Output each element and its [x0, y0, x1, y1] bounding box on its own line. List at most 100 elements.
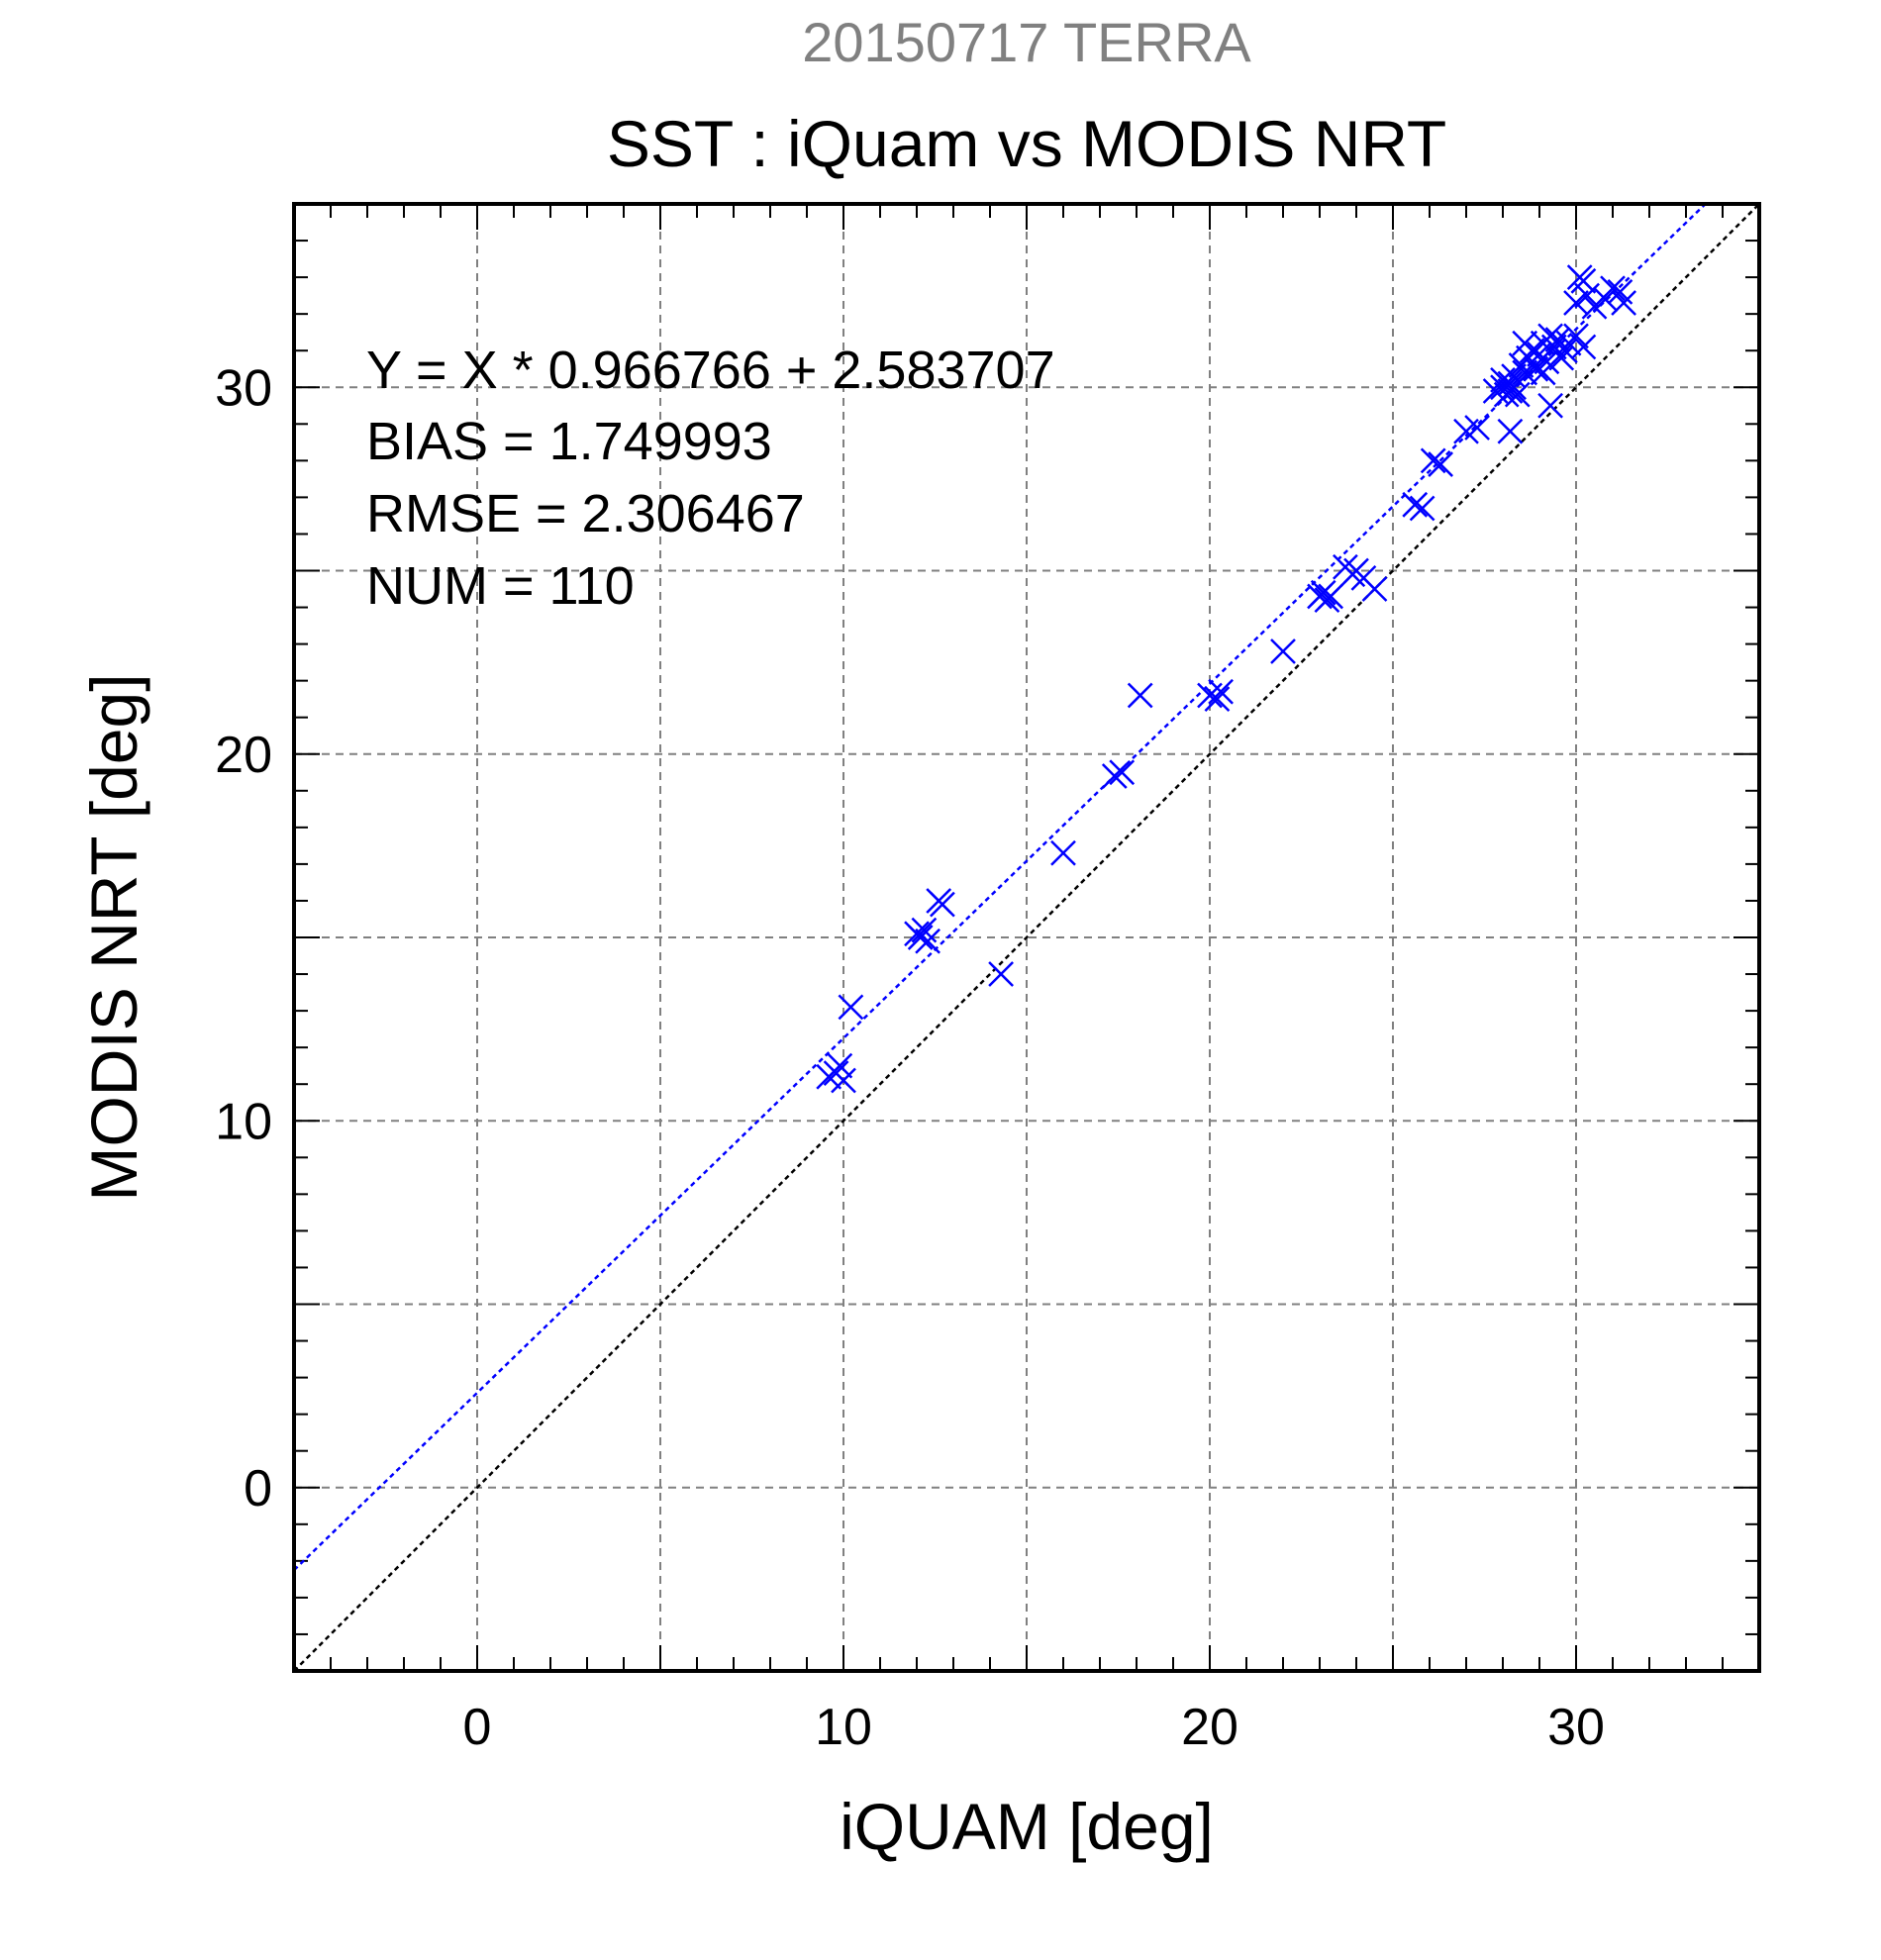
data-point: [831, 1067, 856, 1094]
data-point-stroke: [827, 1052, 853, 1079]
data-point-stroke: [1523, 355, 1549, 382]
data-point-stroke: [1464, 415, 1490, 441]
data-point: [1204, 686, 1231, 713]
stats-num: NUM = 110: [366, 556, 635, 616]
data-point: [1109, 759, 1136, 786]
data-point: [1570, 334, 1597, 360]
data-point-stroke: [1607, 279, 1634, 305]
grid: [294, 204, 1759, 1671]
data-point-stroke: [1552, 338, 1578, 364]
data-point-stroke: [1570, 267, 1597, 294]
stats-rmse: RMSE = 2.306467: [366, 484, 805, 543]
data-point: [1050, 839, 1076, 866]
data-point: [915, 928, 940, 954]
data-point: [1537, 392, 1563, 419]
data-point-stroke: [1127, 682, 1153, 709]
data-point-stroke: [1548, 344, 1575, 371]
data-point-stroke: [1428, 451, 1453, 477]
data-point: [1611, 290, 1636, 316]
data-point: [1318, 583, 1343, 610]
data-point: [1310, 579, 1336, 606]
data-point-stroke: [1050, 839, 1076, 866]
data-point-stroke: [1537, 392, 1563, 419]
data-point: [1409, 495, 1436, 522]
data-points: [816, 264, 1636, 1094]
data-point-stroke: [831, 1067, 856, 1094]
reference-lines: [294, 204, 1759, 1671]
x-tick-label: 30: [1547, 1699, 1605, 1756]
data-point-stroke: [1501, 374, 1527, 401]
data-point-stroke: [838, 994, 864, 1021]
data-point: [1428, 451, 1453, 477]
data-point-stroke: [1208, 678, 1234, 705]
stats-bias: BIAS = 1.749993: [366, 412, 772, 471]
x-tick-label: 20: [1181, 1699, 1238, 1756]
data-point: [1127, 682, 1153, 709]
data-point: [1101, 763, 1128, 789]
y-tick-label: 30: [215, 359, 272, 417]
data-point-stroke: [1611, 290, 1636, 316]
data-point: [1497, 418, 1524, 444]
data-point-stroke: [1504, 381, 1531, 408]
data-point: [930, 891, 955, 918]
plot-frame: [292, 202, 1761, 1673]
data-point-stroke: [1563, 323, 1589, 349]
data-point-stroke: [1570, 334, 1597, 360]
stats-annotation: Y = X * 0.966766 + 2.583707 BIAS = 1.749…: [366, 341, 1055, 616]
data-point: [1563, 323, 1589, 349]
data-point-stroke: [930, 891, 955, 918]
data-point: [1270, 638, 1296, 664]
x-axis-label: iQUAM [deg]: [840, 1790, 1214, 1863]
data-point-stroke: [1361, 576, 1388, 602]
data-point: [1420, 447, 1446, 474]
data-point-stroke: [1270, 638, 1296, 664]
data-point: [1464, 415, 1490, 441]
data-point: [1548, 344, 1575, 371]
data-point-stroke: [1402, 491, 1429, 518]
data-point: [1501, 374, 1527, 401]
data-point: [1208, 678, 1234, 705]
data-point-stroke: [1101, 763, 1128, 789]
data-point-stroke: [1318, 583, 1343, 610]
data-point-stroke: [1537, 323, 1563, 349]
data-point-stroke: [1497, 418, 1524, 444]
tick-labels: 0 10 20 30 0 10 20 30: [215, 359, 1605, 1756]
data-point: [1530, 359, 1556, 386]
y-axis-label: MODIS NRT [deg]: [77, 673, 150, 1201]
data-point: [907, 925, 934, 950]
axis-ticks: [293, 203, 1760, 1672]
data-point-stroke: [1204, 686, 1231, 713]
data-point: [1570, 267, 1597, 294]
data-point: [1512, 330, 1538, 356]
chart-supertitle: 20150717 TERRA: [802, 11, 1251, 73]
data-point: [1523, 355, 1549, 382]
identity-line: [294, 204, 1759, 1671]
chart-title: SST : iQuam vs MODIS NRT: [607, 107, 1446, 180]
x-tick-label: 10: [815, 1699, 872, 1756]
data-point-stroke: [1409, 495, 1436, 522]
x-tick-label: 0: [463, 1699, 492, 1756]
data-point-stroke: [911, 917, 938, 943]
data-point: [1361, 576, 1388, 602]
stats-fit-equation: Y = X * 0.966766 + 2.583707: [366, 341, 1055, 400]
y-tick-label: 0: [244, 1460, 272, 1518]
data-point: [838, 994, 864, 1021]
data-point-stroke: [1530, 359, 1556, 386]
data-point: [1504, 381, 1531, 408]
data-point-stroke: [1600, 275, 1626, 302]
data-point-stroke: [988, 961, 1014, 987]
data-point: [1402, 491, 1429, 518]
data-point: [1600, 275, 1626, 302]
data-point-stroke: [907, 925, 934, 950]
fit-line: [294, 204, 1708, 1572]
data-point: [827, 1052, 853, 1079]
y-tick-label: 10: [215, 1093, 272, 1150]
data-point: [988, 961, 1014, 987]
data-point-stroke: [1420, 447, 1446, 474]
data-point-stroke: [1512, 330, 1538, 356]
data-point-stroke: [1310, 579, 1336, 606]
y-tick-label: 20: [215, 727, 272, 784]
data-point-stroke: [1109, 759, 1136, 786]
data-point-stroke: [915, 928, 940, 954]
